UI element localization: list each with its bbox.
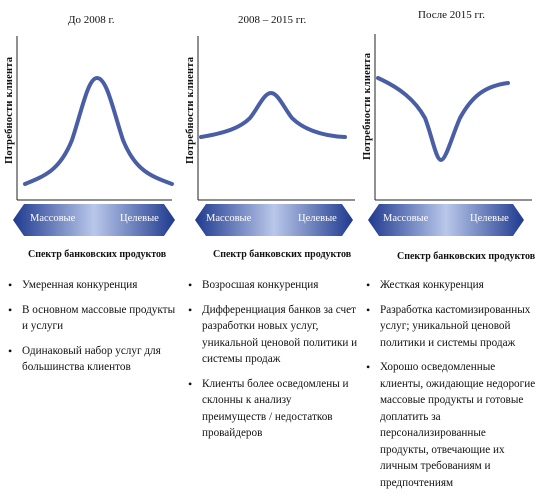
arrow-left-label: Массовые <box>206 213 252 224</box>
bullet-list: Возросшая конкуренция Дифференциация бан… <box>188 277 358 450</box>
list-item: Клиенты более осведомлены и склонны к ан… <box>188 376 358 442</box>
demand-curve <box>23 75 174 186</box>
demand-curve <box>199 90 347 139</box>
list-item: Хорошо осведомленные клиенты, ожидающие … <box>366 359 536 491</box>
arrow-right-label: Целевые <box>298 213 337 224</box>
x-axis-label: Спектр банковских продуктов <box>213 249 352 260</box>
curve-plot <box>195 36 355 236</box>
list-item: Умеренная конкуренция <box>8 277 178 294</box>
panel-title: До 2008 г. <box>68 14 115 26</box>
panel-title: 2008 – 2015 гг. <box>238 14 307 26</box>
list-item: Разработка кастомизированных услуг; уник… <box>366 302 536 352</box>
panel-after-2015: После 2015 гг. Потребности клиента Массо… <box>360 0 540 489</box>
x-axis-label: Спектр банковских продуктов <box>397 251 536 262</box>
double-arrow <box>13 204 175 236</box>
demand-curve <box>376 76 510 163</box>
panel-title: После 2015 гг. <box>418 9 486 21</box>
double-arrow <box>368 204 524 236</box>
panel-2008-2015: 2008 – 2015 гг. Потребности клиента Масс… <box>180 0 360 487</box>
arrow-right-label: Целевые <box>120 213 159 224</box>
double-arrow <box>195 204 353 236</box>
curve-plot <box>13 36 175 236</box>
curve-plot <box>368 34 532 236</box>
panel-before-2008: До 2008 г. Потребности клиента Массовые … <box>0 0 180 487</box>
arrow-left-label: Массовые <box>30 213 76 224</box>
arrow-right-label: Целевые <box>470 213 509 224</box>
x-axis-label: Спектр банковских продуктов <box>28 249 167 260</box>
bullet-list: Жесткая конкуренция Разработка кастомизи… <box>366 277 536 499</box>
list-item: Возросшая конкуренция <box>188 277 358 294</box>
list-item: В основном массовые продукты и услуги <box>8 302 178 335</box>
arrow-left-label: Массовые <box>383 213 429 224</box>
list-item: Одинаковый набор услуг для большинства к… <box>8 343 178 376</box>
list-item: Дифференциация банков за счет разработки… <box>188 302 358 368</box>
list-item: Жесткая конкуренция <box>366 277 536 294</box>
bullet-list: Умеренная конкуренция В основном массовы… <box>8 277 178 384</box>
